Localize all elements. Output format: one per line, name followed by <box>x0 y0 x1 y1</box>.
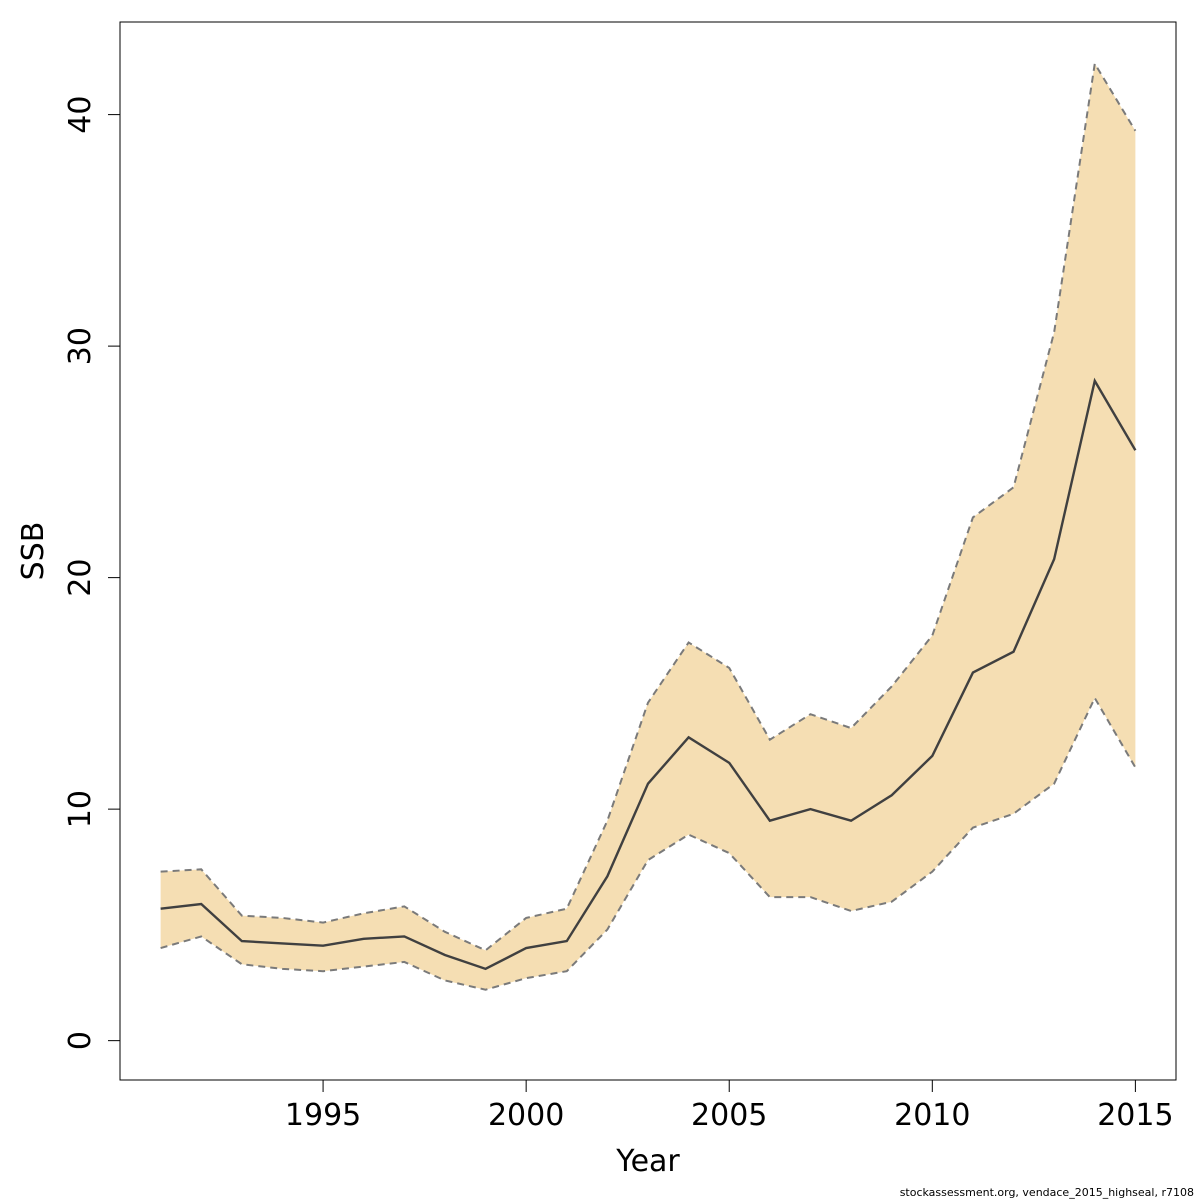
x-tick-label: 2010 <box>894 1098 970 1133</box>
plot-area <box>160 60 1137 991</box>
y-tick-label: 40 <box>63 96 98 134</box>
y-tick-label: 10 <box>63 790 98 828</box>
confidence-band <box>160 63 1136 990</box>
footer-note: stockassessment.org, vendace_2015_highse… <box>900 1186 1194 1199</box>
y-tick-label: 20 <box>63 559 98 597</box>
upper-bound-line <box>160 60 1137 952</box>
y-tick-label: 30 <box>63 327 98 365</box>
y-tick-label: 0 <box>63 1031 98 1050</box>
y-axis-title: SSB <box>16 522 51 581</box>
lower-bound-line <box>160 695 1137 991</box>
x-axis-title: Year <box>615 1144 680 1179</box>
x-tick-label: 1995 <box>285 1098 361 1133</box>
x-axis: 1995 2000 2005 2010 2015 <box>285 1079 1174 1133</box>
x-tick-label: 2005 <box>691 1098 767 1133</box>
y-axis: 0 10 20 30 40 <box>63 96 121 1050</box>
ssb-estimate-line <box>160 377 1137 971</box>
x-tick-label: 2000 <box>488 1098 564 1133</box>
x-tick-label: 2015 <box>1097 1098 1173 1133</box>
